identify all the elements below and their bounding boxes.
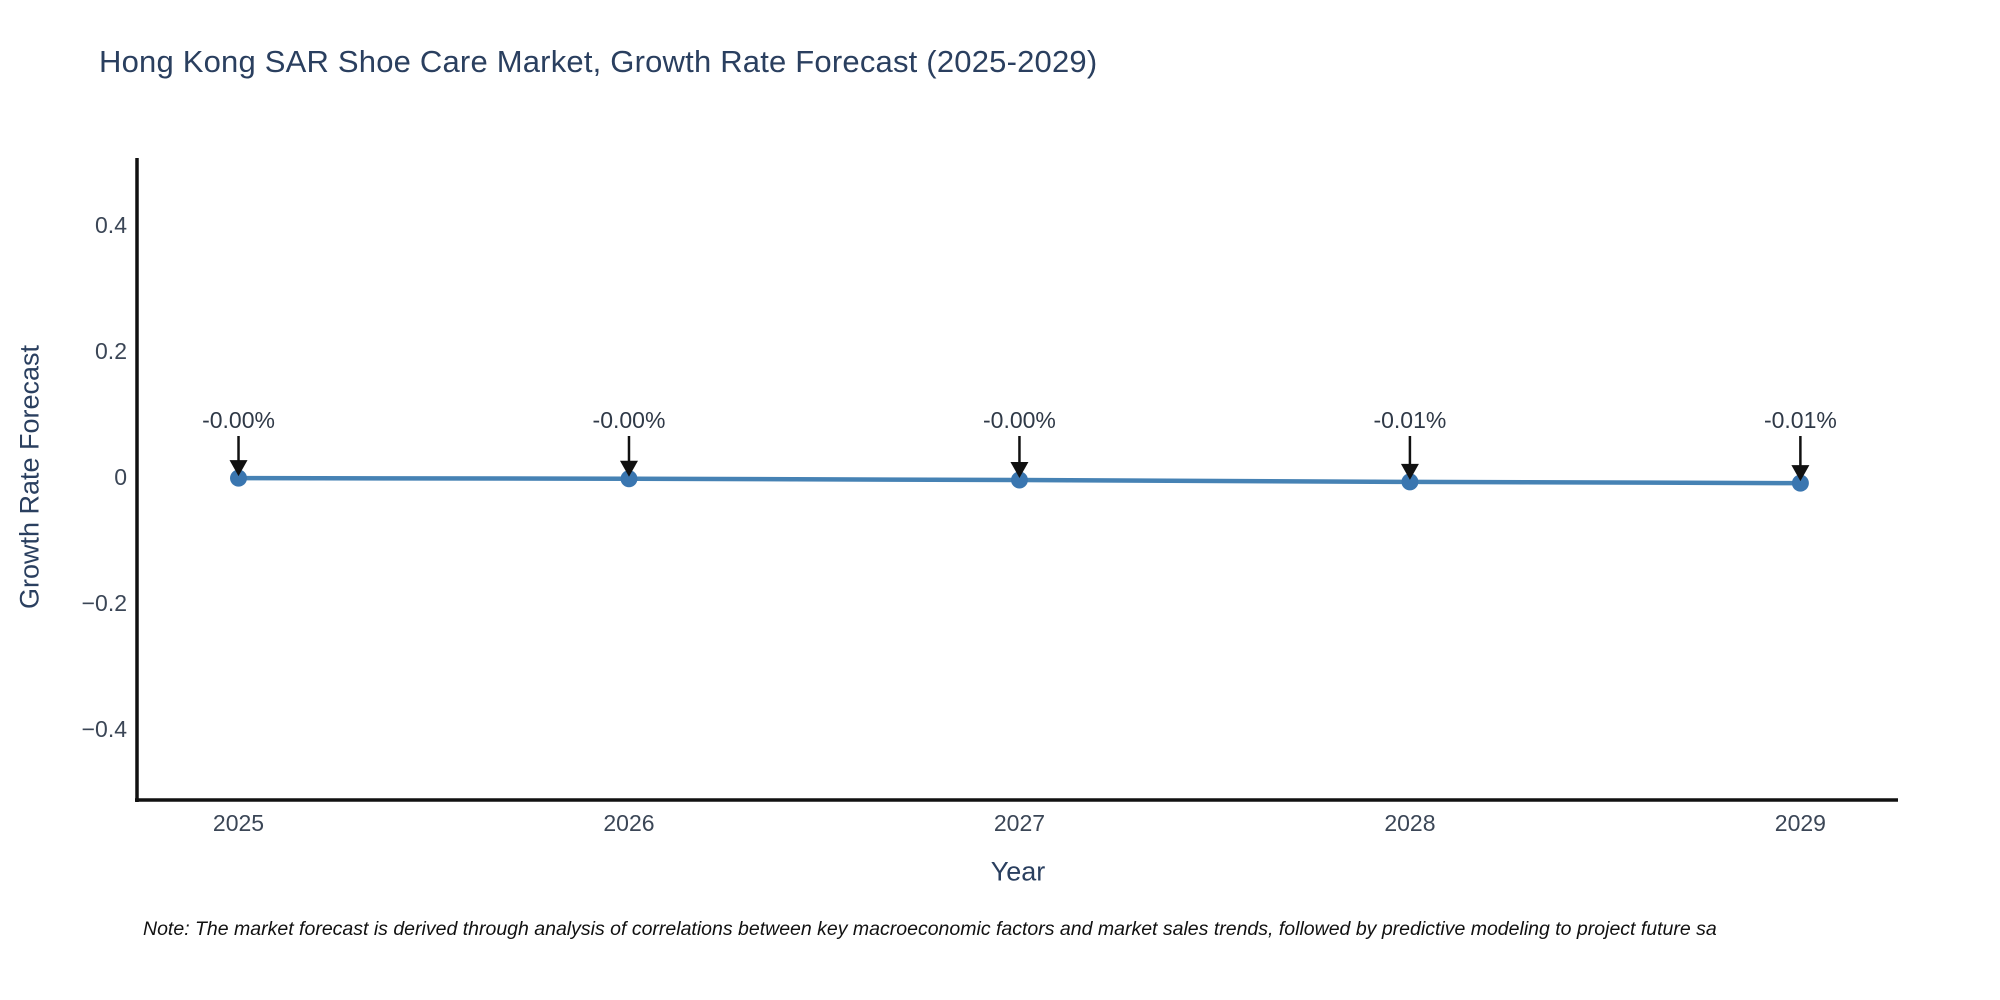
annotation-arrowhead-icon xyxy=(1791,465,1810,482)
x-tick-label: 2029 xyxy=(1775,810,1826,836)
chart-title: Hong Kong SAR Shoe Care Market, Growth R… xyxy=(99,44,1098,79)
annotation-label: -0.00% xyxy=(983,407,1056,433)
y-tick-label: 0.2 xyxy=(95,338,127,364)
annotation-arrowhead-icon xyxy=(1010,462,1029,478)
x-tick-label: 2027 xyxy=(994,810,1045,836)
annotation-label: -0.01% xyxy=(1764,407,1837,433)
annotation-label: -0.01% xyxy=(1373,407,1446,433)
y-axis-title: Growth Rate Forecast xyxy=(14,344,45,610)
footnote: Note: The market forecast is derived thr… xyxy=(143,918,1717,940)
x-tick-label: 2025 xyxy=(213,810,264,836)
annotation-label: -0.00% xyxy=(202,407,275,433)
annotation-label: -0.00% xyxy=(593,407,666,433)
annotation-arrowhead-icon xyxy=(229,460,248,477)
data-point-marker xyxy=(1401,473,1419,491)
annotation-arrowhead-icon xyxy=(1400,463,1419,480)
data-point-marker xyxy=(620,470,638,488)
y-tick-label: −0.2 xyxy=(82,590,127,616)
data-point-marker xyxy=(1010,471,1028,489)
x-axis-title: Year xyxy=(990,856,1046,887)
data-point-marker xyxy=(230,469,248,487)
data-point-marker xyxy=(1791,474,1809,492)
x-tick-label: 2026 xyxy=(603,810,654,836)
y-tick-label: −0.4 xyxy=(82,716,128,742)
y-tick-label: 0 xyxy=(114,464,127,490)
y-tick-label: 0.4 xyxy=(95,212,127,238)
x-tick-label: 2028 xyxy=(1384,810,1435,836)
annotation-arrowhead-icon xyxy=(619,460,638,477)
